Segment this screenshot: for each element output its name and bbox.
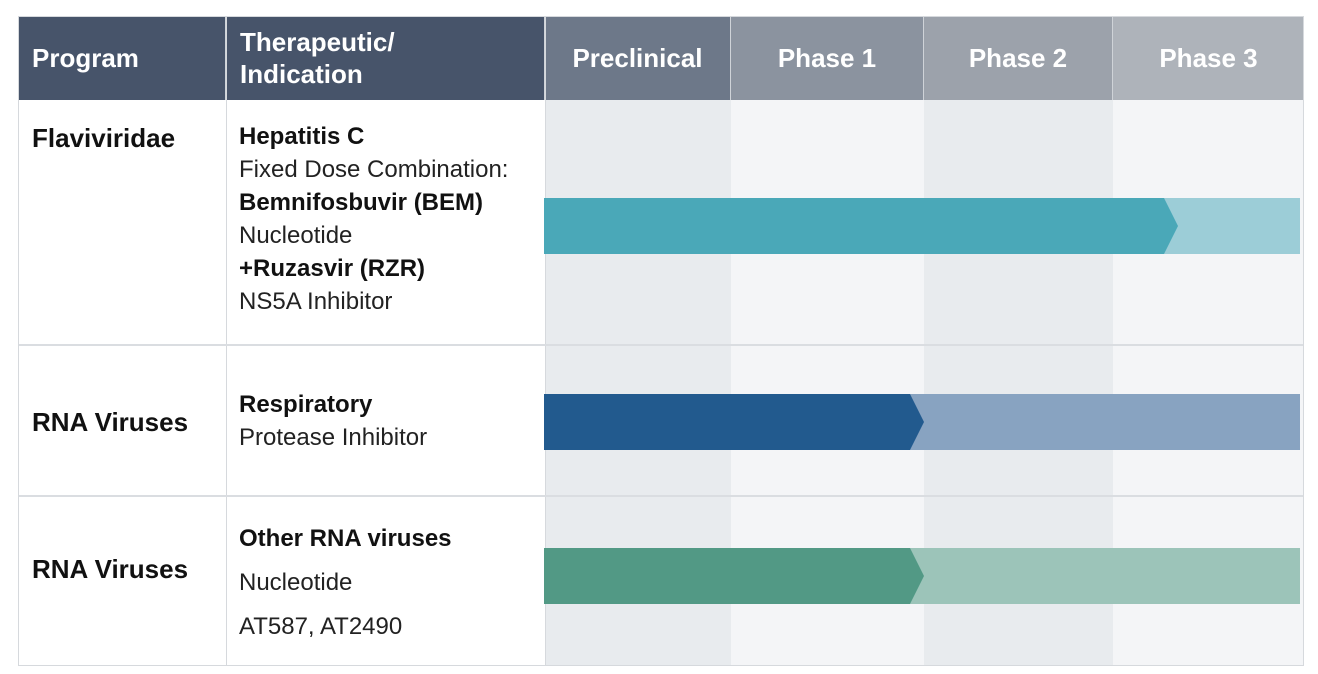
row-1-line-3: Bemnifosbuvir (BEM)	[239, 189, 484, 216]
row-divider	[18, 344, 1304, 346]
row-2-line-1: Respiratory	[239, 391, 373, 418]
row-1-line-1: Hepatitis C	[239, 123, 365, 150]
completed-arrow	[544, 548, 924, 604]
row-1-line-4: Nucleotide	[239, 222, 353, 249]
row-2-program: RNA Viruses	[32, 407, 189, 437]
progress-bar-graphic	[544, 548, 1300, 604]
header-therapeutic-label: Therapeutic/ Indication	[240, 27, 395, 89]
row-1-program: Flaviviridae	[32, 123, 176, 153]
completed-arrow	[544, 198, 1178, 254]
row-2-line-2: Protease Inhibitor	[239, 424, 428, 451]
header-phase-2-label: Phase 2	[968, 43, 1068, 73]
header-phase-1-label: Phase 1	[777, 43, 877, 73]
row-1-line-2: Fixed Dose Combination:	[239, 156, 509, 183]
row-1-line-5: +Ruzasvir (RZR)	[239, 255, 426, 282]
header-phase-3-label: Phase 3	[1159, 43, 1258, 73]
header-phase-3: Phase 3	[1113, 16, 1304, 100]
row-divider	[18, 495, 1304, 497]
row-2-indication: Respiratory Protease Inhibitor	[239, 388, 427, 454]
row-1-line-6: NS5A Inhibitor	[239, 288, 393, 315]
row-1-indication: Hepatitis C Fixed Dose Combination: Bemn…	[239, 120, 508, 318]
row-3-line-2: Nucleotide	[239, 569, 353, 596]
header-phase-2: Phase 2	[924, 16, 1113, 100]
header-therapeutic: Therapeutic/ Indication	[226, 16, 545, 100]
row-3-program: RNA Viruses	[32, 554, 189, 584]
completed-arrow	[544, 394, 924, 450]
row-2-progress-bar	[544, 394, 1300, 450]
progress-bar-graphic	[544, 198, 1300, 254]
header-phase-1: Phase 1	[731, 16, 924, 100]
row-3-progress-bar	[544, 548, 1300, 604]
row-3-line-3: AT587, AT2490	[239, 613, 403, 640]
header-preclinical: Preclinical	[545, 16, 731, 100]
row-3-indication: Other RNA viruses Nucleotide AT587, AT24…	[239, 517, 452, 649]
header-preclinical-label: Preclinical	[572, 43, 703, 73]
column-divider	[226, 16, 227, 666]
pipeline-table: Program Therapeutic/ Indication Preclini…	[18, 16, 1304, 666]
header-program-label: Program	[32, 43, 139, 73]
column-divider	[545, 16, 546, 666]
row-1-progress-bar	[544, 198, 1300, 254]
row-3-line-1: Other RNA viruses	[239, 525, 452, 552]
progress-bar-graphic	[544, 394, 1300, 450]
header-program: Program	[18, 16, 226, 100]
